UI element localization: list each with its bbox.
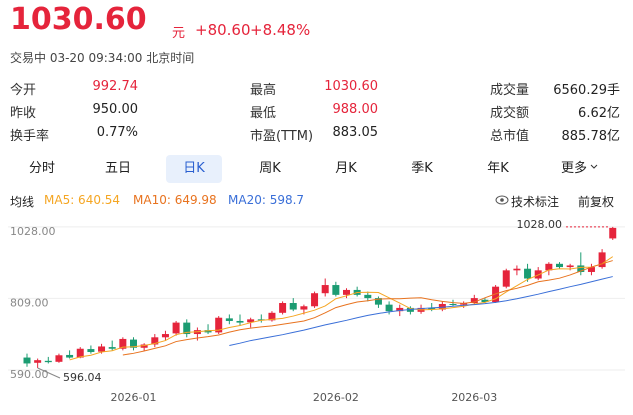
- y-tick-label: 809.00: [10, 296, 49, 309]
- y-tick-label: 590.00: [10, 368, 49, 381]
- candle-body: [119, 338, 127, 349]
- candle-body: [44, 360, 52, 363]
- unit: 元: [172, 26, 186, 41]
- stat-label: 成交量: [490, 83, 530, 98]
- candle-body: [130, 339, 137, 348]
- candle-body: [55, 355, 63, 362]
- candle-body: [300, 306, 308, 310]
- candle-body: [513, 268, 521, 271]
- tab[interactable]: 季K: [411, 161, 433, 176]
- x-tick-label: 2026-02: [313, 391, 359, 404]
- candle-body: [151, 337, 159, 345]
- candle-body: [98, 346, 106, 352]
- candle-body: [396, 307, 404, 312]
- candle-body: [76, 348, 84, 358]
- stat-value: 883.05: [332, 125, 379, 140]
- candle-body: [161, 334, 169, 338]
- candle-body: [343, 289, 350, 295]
- candle-body: [524, 268, 532, 279]
- candle-body: [311, 293, 319, 307]
- candle-body: [598, 252, 606, 268]
- legend-item: MA10: 649.98: [133, 193, 217, 207]
- candle-body: [34, 360, 42, 363]
- max-label: 1028.00: [517, 218, 563, 231]
- stat-value: 988.00: [332, 102, 379, 117]
- candle-body: [577, 265, 585, 272]
- candle-body: [87, 349, 95, 353]
- stat-label: 最高: [250, 83, 277, 98]
- candle-body: [481, 299, 489, 303]
- change-pct: +8.48%: [250, 21, 311, 39]
- stat-label: 今开: [10, 83, 37, 98]
- eye-icon: [495, 195, 509, 205]
- tab[interactable]: 分时: [28, 161, 55, 176]
- stat-value: 1030.60: [324, 79, 378, 94]
- stat-label: 市盈(TTM): [250, 129, 314, 144]
- candle-body: [374, 298, 382, 305]
- candle-body: [587, 267, 595, 272]
- tab[interactable]: 年K: [487, 161, 509, 176]
- tab[interactable]: 日K: [166, 155, 222, 183]
- candle-body: [502, 270, 510, 287]
- candle-body: [545, 263, 553, 271]
- tab[interactable]: 周K: [259, 161, 281, 176]
- ma-line: [122, 260, 613, 356]
- stat-value: 950.00: [92, 102, 139, 117]
- candle-body: [183, 322, 191, 335]
- stat-value: 0.77%: [96, 125, 138, 140]
- stat-label: 昨收: [10, 106, 37, 121]
- candle-body: [428, 307, 436, 310]
- candle-body: [609, 227, 617, 239]
- legend-item: MA20: 598.7: [228, 193, 305, 207]
- min-guide: [37, 367, 61, 379]
- candle-body: [470, 298, 478, 304]
- stat-label: 成交额: [490, 106, 530, 121]
- tab[interactable]: 五日: [104, 161, 131, 176]
- candle-body: [225, 318, 233, 321]
- stat-value: 6.62亿: [578, 106, 620, 121]
- candle-body: [215, 317, 223, 333]
- legend-label: 均线: [10, 195, 35, 209]
- price: 1030.60: [10, 2, 147, 37]
- candle-body: [66, 354, 74, 358]
- tab[interactable]: 更多: [560, 161, 587, 176]
- candle-body: [140, 344, 148, 348]
- candle-body: [108, 347, 116, 349]
- stat-value: 992.74: [92, 79, 139, 94]
- ma-line: [229, 276, 613, 346]
- stat-value: 6560.29手: [553, 83, 620, 98]
- tool[interactable]: 技术标注: [511, 195, 560, 209]
- status: 交易中 03-20 09:34:00 北京时间: [10, 51, 195, 65]
- candle-body: [566, 265, 574, 268]
- candle-body: [289, 303, 297, 310]
- y-tick-label: 1028.00: [10, 225, 56, 238]
- x-tick-label: 2026-01: [111, 391, 157, 404]
- stat-value: 885.78亿: [561, 129, 621, 144]
- ma-line: [69, 256, 614, 361]
- candle-body: [268, 312, 276, 321]
- x-tick-label: 2026-03: [451, 391, 497, 404]
- min-label: 596.04: [63, 371, 102, 384]
- tool[interactable]: 前复权: [578, 195, 615, 209]
- candle-body: [364, 294, 372, 299]
- stat-label: 总市值: [490, 129, 530, 144]
- candle-body: [23, 357, 31, 364]
- candle-body: [449, 303, 457, 305]
- tab[interactable]: 月K: [335, 161, 357, 176]
- stat-label: 换手率: [10, 129, 50, 144]
- candle-body: [247, 319, 255, 323]
- candle-body: [332, 285, 340, 295]
- candle-body: [236, 320, 244, 323]
- chevron: [590, 164, 598, 169]
- change: +80.60: [195, 21, 251, 39]
- candle-body: [279, 303, 287, 313]
- stat-label: 最低: [250, 106, 277, 121]
- legend-item: MA5: 640.54: [44, 193, 121, 207]
- candle-body: [385, 304, 393, 312]
- candle-body: [172, 322, 180, 334]
- candle-body: [556, 263, 563, 268]
- candle-body: [321, 285, 329, 294]
